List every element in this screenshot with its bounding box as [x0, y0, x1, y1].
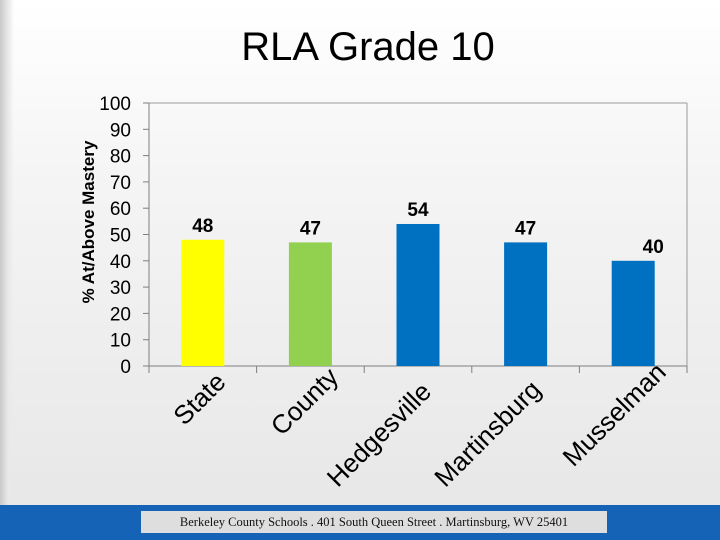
bar	[181, 239, 225, 366]
bar	[396, 223, 440, 366]
y-tick-label: 50	[110, 226, 131, 247]
y-tick-label: 60	[110, 199, 131, 220]
plot-area: 0 10 20 30 40 50 60 70 80 90 100 48 State 47 County 54 H…	[99, 94, 688, 493]
y-tick-label: 40	[110, 252, 131, 273]
bar	[504, 242, 548, 366]
y-axis-label: % At/Above Mastery	[79, 140, 98, 303]
bar-value-label: 48	[192, 216, 213, 237]
footer-address: Berkeley County Schools . 401 South Quee…	[141, 511, 607, 533]
bar	[611, 260, 655, 366]
x-category-label: State	[167, 367, 231, 431]
y-tick-label: 10	[110, 331, 131, 352]
chart-title: RLA Grade 10	[241, 25, 495, 69]
y-tick-label: 0	[120, 357, 131, 378]
bar-value-label: 40	[643, 237, 664, 258]
footer-bar: Berkeley County Schools . 401 South Quee…	[0, 505, 720, 540]
left-accent-rule	[0, 0, 14, 505]
y-tick-label: 70	[110, 173, 131, 194]
y-tick-label: 90	[110, 120, 131, 141]
y-tick-label: 20	[110, 304, 131, 325]
y-tick-label: 100	[99, 94, 131, 115]
x-category-label: Musselman	[557, 357, 672, 472]
bar-value-label: 54	[407, 200, 429, 221]
x-category-label: Martinsburg	[428, 374, 546, 492]
y-tick-label: 30	[110, 278, 131, 299]
bar	[288, 242, 332, 366]
bar-chart: RLA Grade 10 % At/Above Mastery 0 10 20 30 4…	[79, 25, 688, 493]
x-category-label: Hedgesville	[321, 376, 437, 492]
y-tick-label: 80	[110, 147, 131, 168]
bar-value-label: 47	[515, 218, 536, 239]
bar-value-label: 47	[300, 218, 321, 239]
x-category-label: County	[265, 362, 344, 441]
